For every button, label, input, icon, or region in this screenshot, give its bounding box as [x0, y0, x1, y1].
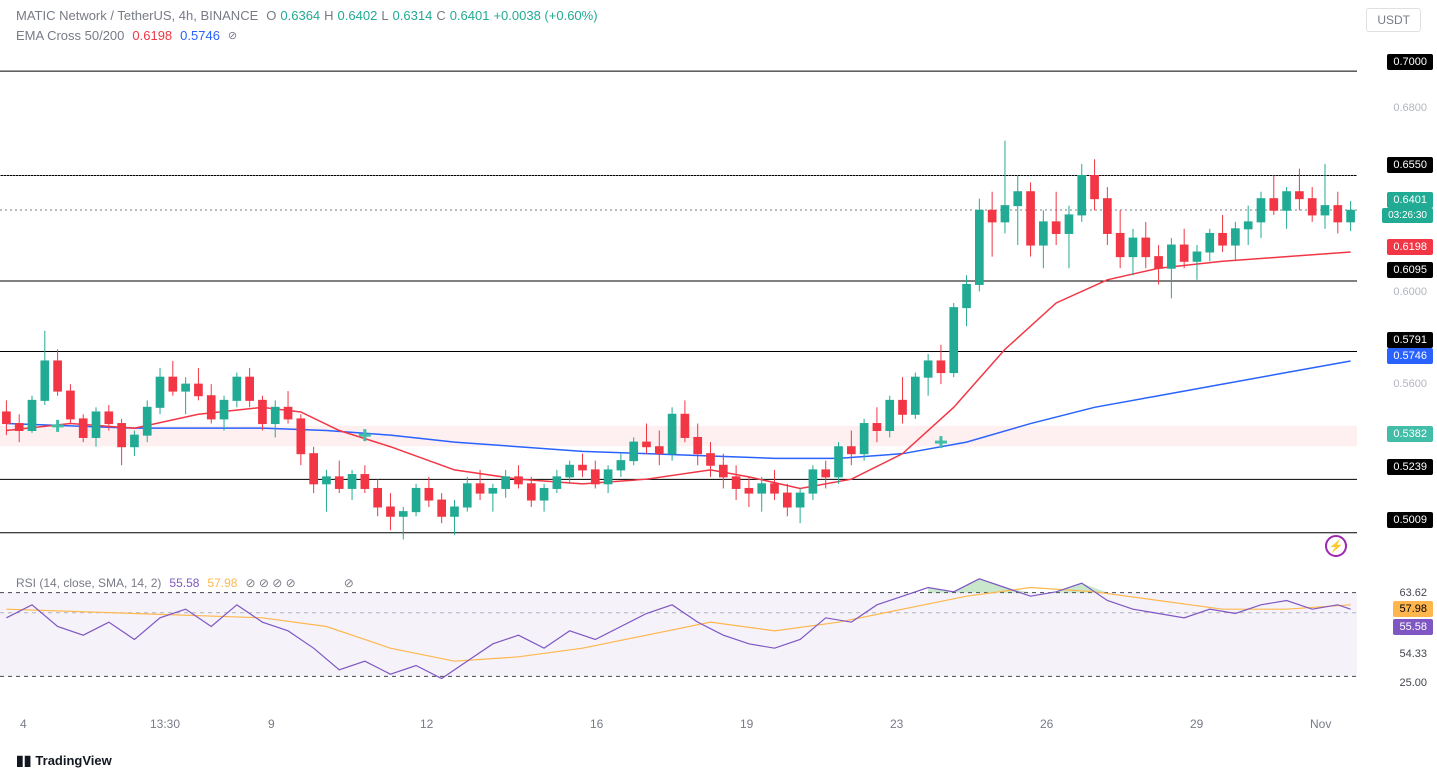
time-label: 19 — [740, 717, 753, 731]
low-label: L — [381, 8, 388, 23]
price-5009: 0.5009 — [1387, 512, 1433, 528]
rsi-value: 55.58 — [1393, 619, 1433, 635]
high-value: 0.6402 — [338, 8, 378, 23]
time-label: 26 — [1040, 717, 1053, 731]
rsi-upper: 63.62 — [1393, 585, 1433, 601]
time-axis[interactable]: 4 13:30 9 12 16 19 23 26 29 Nov — [0, 717, 1357, 737]
time-label: 13:30 — [150, 717, 180, 731]
time-label: 23 — [890, 717, 903, 731]
currency-badge[interactable]: USDT — [1366, 8, 1421, 32]
tv-logo-text: TradingView — [35, 753, 111, 768]
main-chart[interactable] — [0, 48, 1357, 558]
price-5382: 0.5382 — [1387, 426, 1433, 442]
price-6800: 0.6800 — [1387, 100, 1433, 116]
time-label: 16 — [590, 717, 603, 731]
ema50-value: 0.6198 — [132, 28, 172, 43]
settings-icon[interactable]: ⊘ — [228, 29, 237, 42]
rsi-mid: 54.33 — [1393, 646, 1433, 662]
time-label: 9 — [268, 717, 275, 731]
time-label: Nov — [1310, 717, 1331, 731]
change-value: +0.0038 (+0.60%) — [493, 8, 597, 23]
price-ema50: 0.6198 — [1387, 239, 1433, 255]
countdown: 03:26:30 — [1382, 208, 1433, 223]
high-label: H — [324, 8, 333, 23]
price-6550: 0.6550 — [1387, 157, 1433, 173]
open-label: O — [266, 8, 276, 23]
price-ema200: 0.5746 — [1387, 348, 1433, 364]
price-axis[interactable]: 0.7000 0.6800 0.6550 0.6401 03:26:30 0.6… — [1357, 48, 1437, 698]
pair-name[interactable]: MATIC Network / TetherUS, 4h, BINANCE — [16, 8, 258, 23]
time-label: 29 — [1190, 717, 1203, 731]
chart-header: MATIC Network / TetherUS, 4h, BINANCE O0… — [16, 8, 598, 23]
ema200-value: 0.5746 — [180, 28, 220, 43]
price-5239: 0.5239 — [1387, 459, 1433, 475]
tradingview-logo[interactable]: ▮▮ TradingView — [16, 752, 112, 769]
price-current: 0.6401 — [1387, 192, 1433, 208]
price-6095: 0.6095 — [1387, 262, 1433, 278]
close-label: C — [436, 8, 445, 23]
ema-indicator-row: EMA Cross 50/200 0.6198 0.5746 ⊘ — [16, 28, 237, 43]
price-6000: 0.6000 — [1387, 284, 1433, 300]
price-5600: 0.5600 — [1387, 376, 1433, 392]
rsi-ma-value: 57.98 — [1393, 601, 1433, 617]
low-value: 0.6314 — [393, 8, 433, 23]
time-label: 12 — [420, 717, 433, 731]
price-5791: 0.5791 — [1387, 332, 1433, 348]
open-value: 0.6364 — [280, 8, 320, 23]
lightning-icon[interactable]: ⚡ — [1325, 535, 1347, 557]
time-label: 4 — [20, 717, 27, 731]
tv-logo-icon: ▮▮ — [16, 752, 31, 769]
rsi-chart[interactable] — [0, 568, 1357, 698]
price-7000: 0.7000 — [1387, 54, 1433, 70]
rsi-lower: 25.00 — [1393, 675, 1433, 691]
close-value: 0.6401 — [450, 8, 490, 23]
ema-label[interactable]: EMA Cross 50/200 — [16, 28, 124, 43]
